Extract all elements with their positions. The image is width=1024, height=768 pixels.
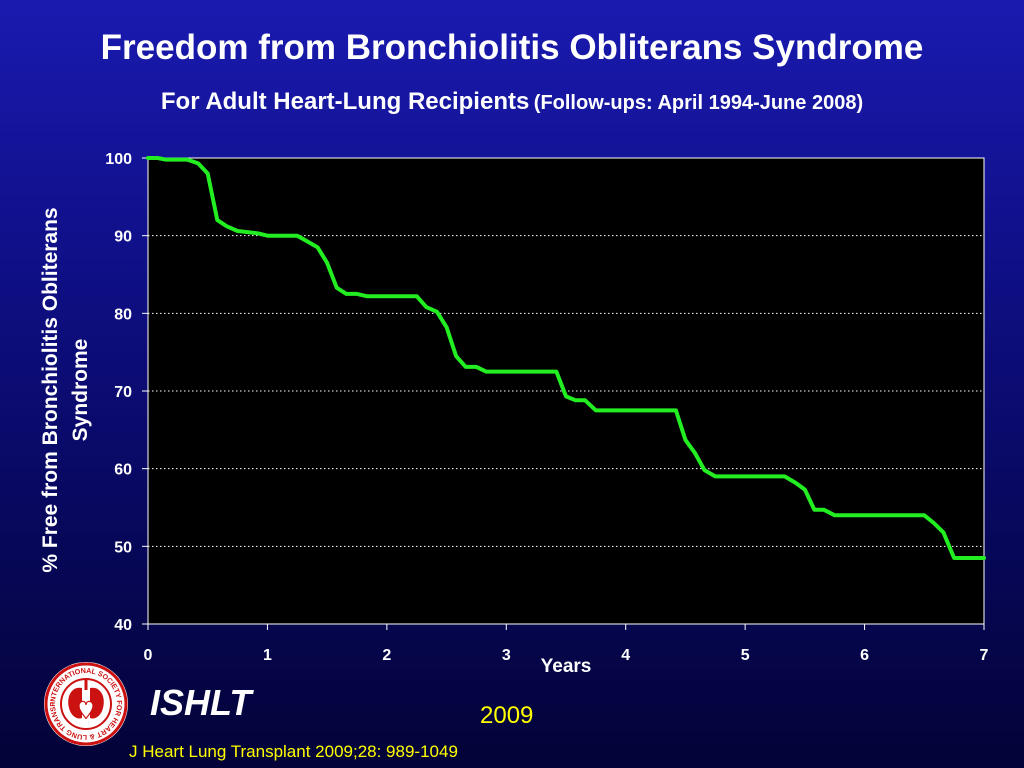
y-tick-label: 80 bbox=[114, 306, 132, 323]
subtitle-main: For Adult Heart-Lung Recipients bbox=[160, 88, 530, 115]
journal-citation: J Heart Lung Transplant 2009;28: 989-104… bbox=[129, 742, 458, 761]
y-tick-label: 60 bbox=[114, 462, 132, 479]
ishlt-brand: ISHLT bbox=[150, 682, 252, 723]
x-tick-label: 3 bbox=[502, 647, 511, 664]
slide-subtitle: For Adult Heart-Lung Recipients (Follow-… bbox=[0, 88, 1024, 116]
slide-title: Freedom from Bronchiolitis Obliterans Sy… bbox=[100, 28, 924, 67]
report-year: 2009 bbox=[480, 702, 534, 729]
y-tick-label: 90 bbox=[114, 229, 132, 246]
survival-curve-line bbox=[146, 156, 986, 560]
x-tick-label: 4 bbox=[621, 647, 630, 664]
ishlt-logo-icon: INTERNATIONAL SOCIETY FOR HEART & LUNG T… bbox=[42, 660, 128, 746]
x-axis-label: Years bbox=[541, 656, 592, 677]
y-tick-label: 100 bbox=[105, 151, 132, 168]
x-tick-label: 0 bbox=[144, 647, 153, 664]
x-tick-label: 6 bbox=[860, 647, 869, 664]
x-tick-label: 2 bbox=[382, 647, 391, 664]
x-tick-label: 7 bbox=[980, 647, 989, 664]
y-tick-label: 70 bbox=[114, 384, 132, 401]
subtitle-followup: (Follow-ups: April 1994-June 2008) bbox=[533, 92, 864, 114]
x-tick-label: 1 bbox=[263, 647, 272, 664]
y-tick-label: 40 bbox=[114, 617, 132, 634]
x-tick-label: 5 bbox=[741, 647, 750, 664]
y-tick-label: 50 bbox=[114, 539, 132, 556]
